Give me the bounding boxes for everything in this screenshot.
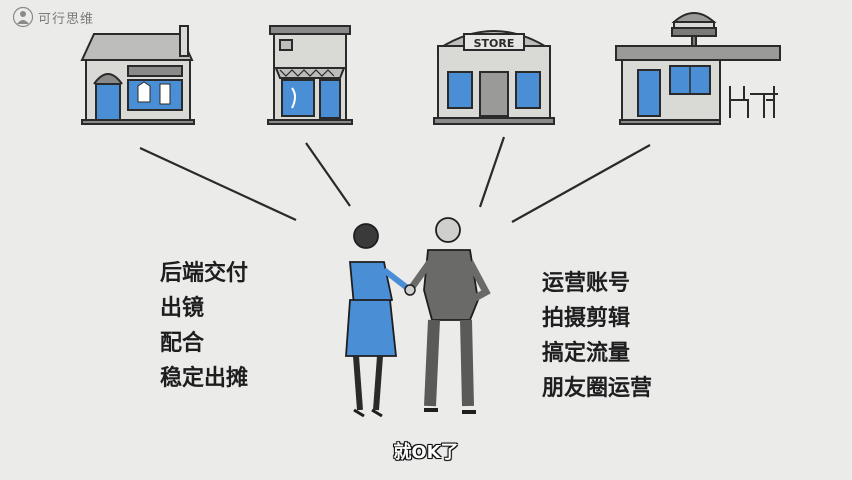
subtitle-caption: 就OK了	[393, 442, 459, 463]
store-sign: STORE	[474, 37, 515, 50]
right-list-item: 朋友圈运营	[542, 376, 653, 401]
store-icon	[433, 30, 555, 125]
right-list: 运营账号 拍摄剪辑 搞定流量 朋友圈运营	[542, 266, 652, 406]
left-list-item: 后端交付	[160, 261, 249, 286]
connector-line-1	[139, 147, 297, 221]
left-list-item: 配合	[160, 331, 205, 356]
logo: 可行思维	[12, 6, 94, 28]
right-list-item: 运营账号	[542, 271, 631, 296]
burger-cafe-icon	[615, 12, 781, 125]
handshake-hands	[404, 284, 416, 296]
right-list-item: 搞定流量	[542, 341, 631, 366]
connector-lines	[139, 136, 651, 223]
right-list-item: 拍摄剪辑	[542, 306, 631, 331]
connector-line-3	[478, 136, 506, 208]
left-list: 后端交付 出镜 配合 稳定出摊	[160, 256, 248, 396]
logo-text: 可行思维	[38, 11, 95, 27]
man-figure	[407, 217, 491, 414]
connector-line-2	[305, 142, 351, 207]
left-list-item: 稳定出摊	[160, 366, 249, 391]
person-thinking-icon	[12, 6, 34, 28]
boutique-shop-icon	[267, 25, 353, 125]
connector-line-4	[511, 144, 651, 223]
woman-figure	[345, 223, 412, 418]
left-list-item: 出镜	[160, 296, 205, 321]
clothing-shop-icon	[80, 25, 195, 125]
